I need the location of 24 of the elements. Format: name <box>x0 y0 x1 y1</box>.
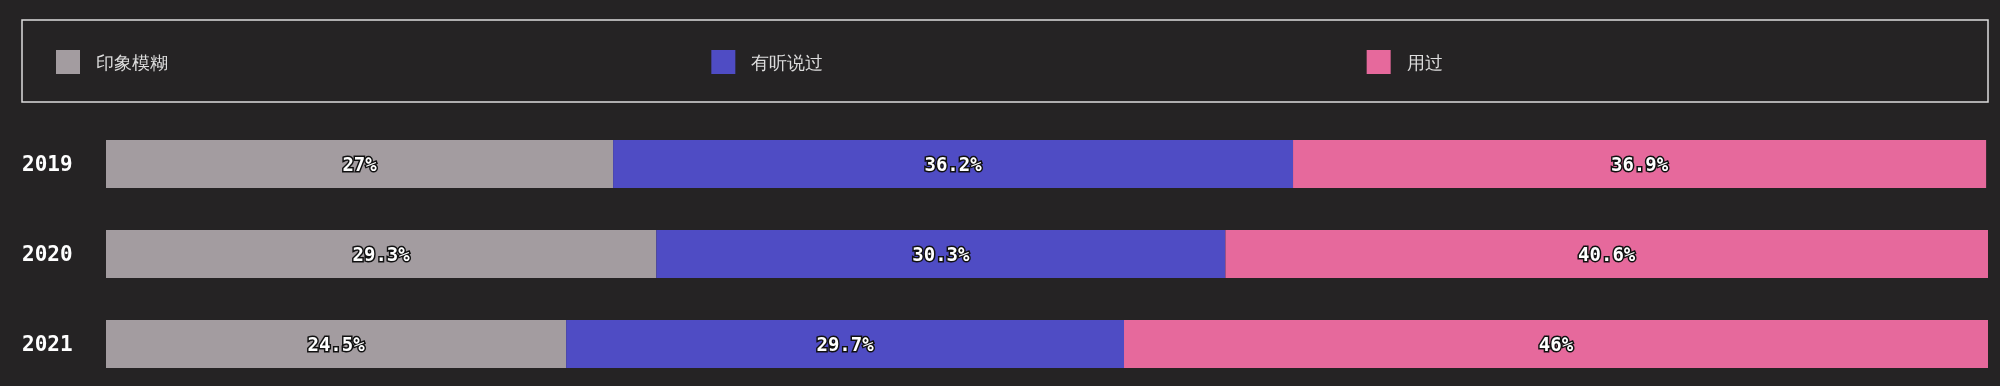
bar <box>106 140 614 188</box>
bar <box>1124 320 1988 368</box>
legend-label: 有听说过 <box>751 52 824 73</box>
bar <box>106 230 657 278</box>
legend-label: 用过 <box>1406 52 1443 73</box>
legend-label: 印象模糊 <box>96 52 168 73</box>
data-label: 24.5% <box>307 333 366 355</box>
bar <box>106 320 567 368</box>
bar <box>566 320 1125 368</box>
data-label: 36.9% <box>1610 153 1669 175</box>
data-label: 27% <box>342 153 378 175</box>
y-tick-label: 2019 <box>22 152 73 176</box>
data-label: 29.7% <box>816 333 875 355</box>
bar <box>1225 230 1988 278</box>
bar <box>1293 140 1987 188</box>
data-label: 36.2% <box>924 153 983 175</box>
y-tick-label: 2020 <box>22 242 73 266</box>
data-label: 29.3% <box>352 243 411 265</box>
bar <box>656 230 1226 278</box>
data-label: 40.6% <box>1578 243 1636 265</box>
y-tick-label: 2021 <box>22 332 73 356</box>
data-label: 30.3% <box>912 243 971 265</box>
data-label: 46% <box>1538 333 1574 355</box>
bar <box>613 140 1294 188</box>
